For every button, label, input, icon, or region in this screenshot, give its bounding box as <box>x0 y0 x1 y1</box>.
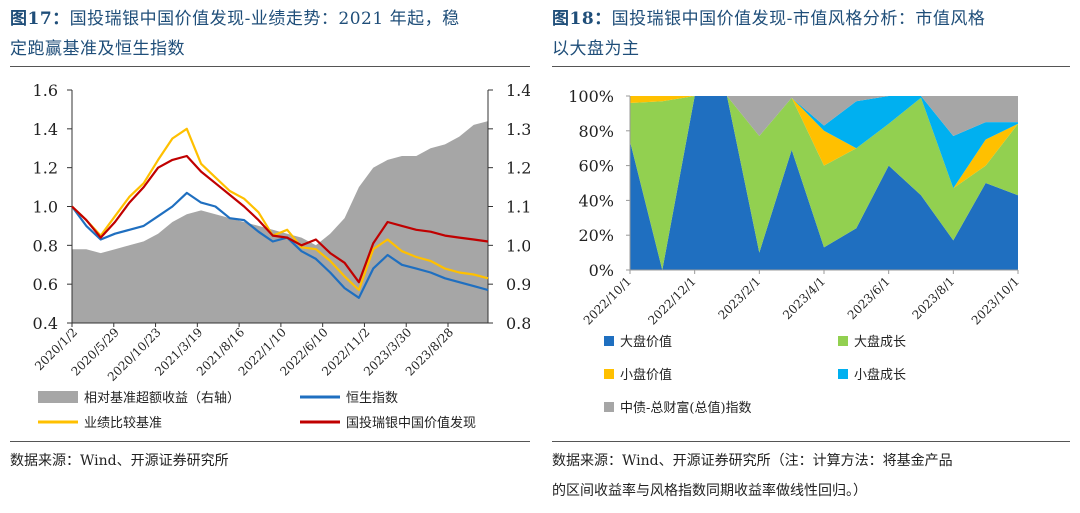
y-tick-label: 1.0 <box>33 198 58 217</box>
series-area-large-growth <box>630 96 1018 270</box>
y2-tick-label: 1.3 <box>506 120 530 139</box>
legend-swatch <box>604 402 614 412</box>
x-tick-label: 2023/2/1 <box>715 274 763 322</box>
y-tick-label: 0% <box>589 261 614 280</box>
source-rule <box>552 441 1070 442</box>
series-area-excess-return <box>72 121 488 323</box>
y-tick-label: 0.6 <box>33 275 58 294</box>
series-line-hang-seng <box>71 191 489 299</box>
legend-label: 国投瑞银中国价值发现 <box>346 415 476 431</box>
series-area-bond-index <box>630 96 1018 136</box>
series-line-benchmark <box>71 127 489 292</box>
y-tick-label: 20% <box>578 226 614 245</box>
y-tick-label: 1.2 <box>33 159 58 178</box>
legend-swatch <box>604 336 614 346</box>
y-tick-label: 0.4 <box>33 314 58 333</box>
legend-swatch <box>38 391 78 403</box>
legend-label: 业绩比较基准 <box>84 416 162 431</box>
y2-tick-label: 0.9 <box>506 275 530 294</box>
legend-label: 大盘成长 <box>854 334 906 350</box>
figure-18-title-line1: 国投瑞银中国价值发现-市值风格分析：市值风格 <box>611 9 986 29</box>
series-area-large-value <box>630 96 1018 270</box>
legend-label: 相对基准超额收益（右轴） <box>84 391 240 406</box>
y-tick-label: 40% <box>578 191 614 210</box>
title-rule <box>552 66 1070 67</box>
source-rule <box>10 441 530 442</box>
x-tick-label: 2022/10/1 <box>581 274 634 327</box>
figure-17-title-line1: 国投瑞银中国价值发现-业绩走势：2021 年起，稳 <box>69 9 460 29</box>
legend-label: 大盘价值 <box>620 334 672 350</box>
figure-17-number: 图17： <box>10 9 70 29</box>
legend-label: 中债-总财富(总值)指数 <box>620 400 752 416</box>
y2-tick-label: 1.0 <box>506 236 530 255</box>
y2-tick-label: 1.1 <box>506 198 530 217</box>
legend-label: 小盘价值 <box>620 367 672 383</box>
series-area-small-growth <box>630 96 1018 189</box>
y-tick-label: 80% <box>578 122 614 141</box>
series-line-fund <box>71 154 489 284</box>
y-tick-label: 1.4 <box>33 120 58 139</box>
legend-swatch <box>838 369 848 379</box>
line-chart: 0.4 0.6 0.8 1.0 1.2 1.4 1.6 0.8 0.9 1.0 1.1 1.2 1.3 1… <box>32 81 530 431</box>
figure-17-title: 图17：国投瑞银中国价值发现-业绩走势：2021 年起，稳 定跑赢基准及恒生指数 <box>10 6 530 62</box>
x-tick-label: 2023/6/1 <box>845 274 893 322</box>
x-tick-label: 2023/10/1 <box>969 274 1022 327</box>
figure-18-title: 图18：国投瑞银中国价值发现-市值风格分析：市值风格 以大盘为主 <box>552 6 1080 62</box>
y2-tick-label: 1.4 <box>506 81 530 100</box>
y-tick-label: 1.6 <box>33 81 58 100</box>
legend-label: 恒生指数 <box>346 391 398 406</box>
stacked-area-chart: 0% 20% 40% 60% 80% 100% 2022/10/1 2022/12/1 2023… <box>568 87 1022 416</box>
x-tick-label: 2023/4/1 <box>780 274 828 322</box>
legend-swatch <box>838 336 848 346</box>
figure-18-number: 图18： <box>552 9 612 29</box>
figure-17-title-line2: 定跑赢基准及恒生指数 <box>10 39 185 59</box>
x-tick-label: 2022/12/1 <box>645 274 698 327</box>
series-area-small-value <box>630 96 1018 189</box>
figure-18-title-line2: 以大盘为主 <box>552 39 640 59</box>
legend-swatch <box>604 369 614 379</box>
figure-18-source-line1: 数据来源：Wind、开源证券研究所（注：计算方法：将基金产品 <box>552 453 953 469</box>
figure-17-source: 数据来源：Wind、开源证券研究所 <box>10 453 229 469</box>
x-tick-label: 2023/8/1 <box>909 274 957 322</box>
y-tick-label: 60% <box>578 157 614 176</box>
y-tick-label: 0.8 <box>33 236 58 255</box>
y2-tick-label: 1.2 <box>506 159 530 178</box>
y2-tick-label: 0.8 <box>506 314 530 333</box>
y-tick-label: 100% <box>568 87 614 106</box>
figure-18-source-line2: 的区间收益率与风格指数同期收益率做线性回归。） <box>552 483 867 499</box>
title-rule <box>10 66 530 67</box>
legend-label: 小盘成长 <box>854 367 906 383</box>
